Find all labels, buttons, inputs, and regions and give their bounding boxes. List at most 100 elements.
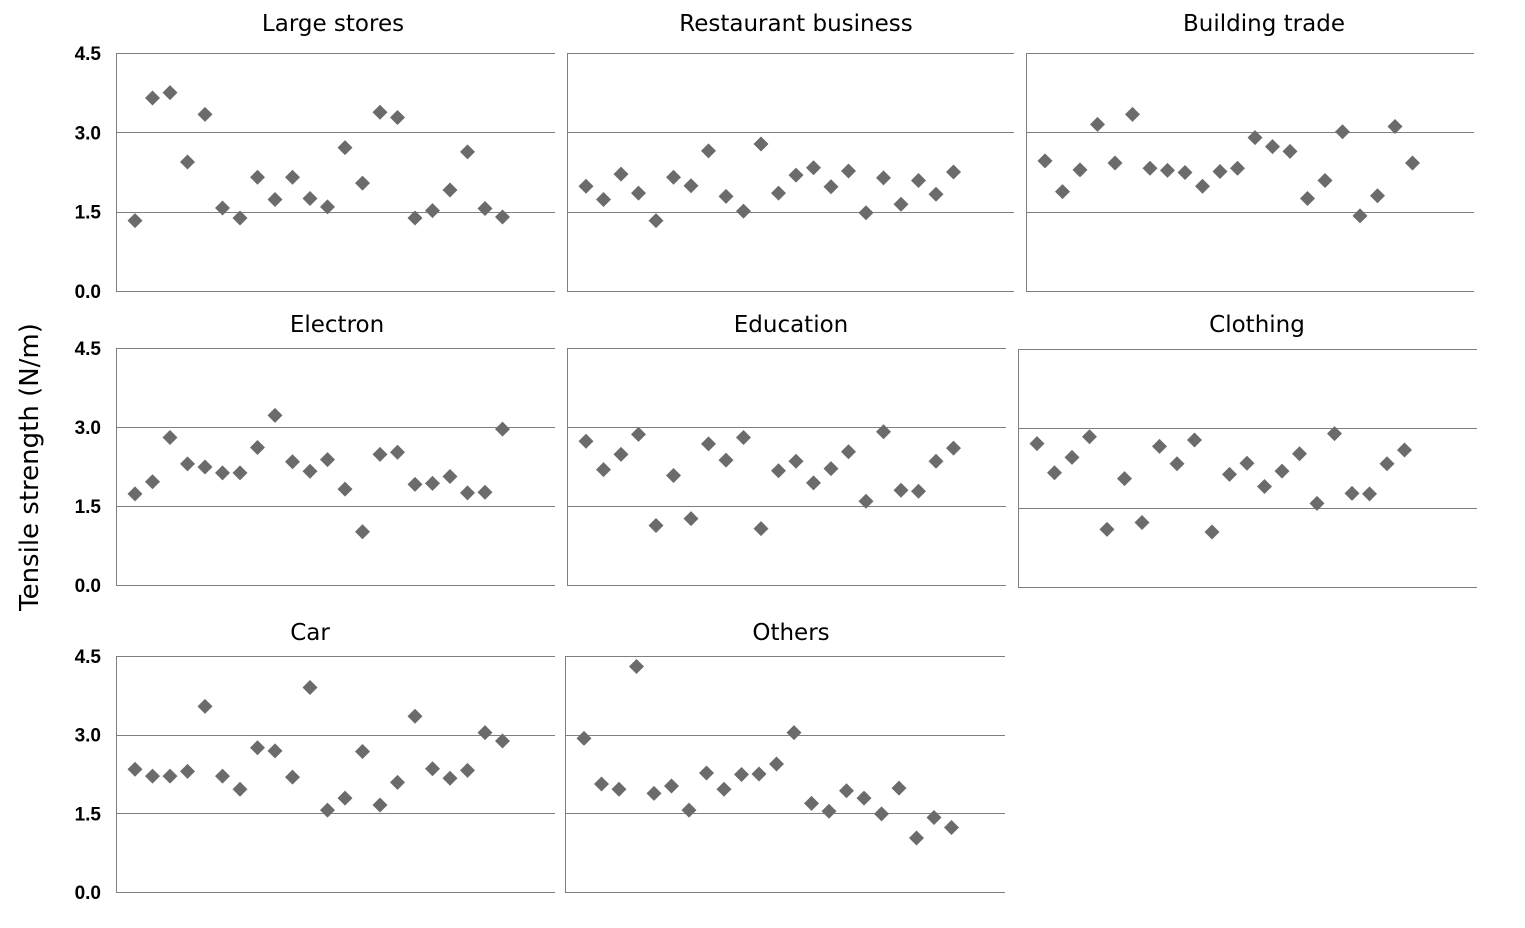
data-point <box>460 144 475 160</box>
data-point <box>1177 165 1193 181</box>
data-point <box>1090 116 1105 132</box>
data-point <box>683 511 699 527</box>
data-point <box>442 469 458 485</box>
data-point <box>578 433 594 449</box>
data-point <box>1379 456 1395 472</box>
data-point <box>1107 155 1123 171</box>
panel-restaurant-business: Restaurant business <box>567 11 1014 292</box>
data-point <box>390 774 405 790</box>
data-point <box>460 485 475 501</box>
data-point <box>197 106 213 122</box>
data-point <box>613 166 629 182</box>
data-point <box>355 175 370 191</box>
data-point <box>736 203 751 219</box>
data-point <box>1160 162 1175 178</box>
data-point <box>215 768 230 784</box>
panel-car: 4.5 3.0 1.5 0.0 Car <box>75 620 555 904</box>
data-point <box>911 483 926 499</box>
data-point <box>1309 495 1325 511</box>
data-point <box>1222 466 1237 482</box>
data-point <box>1352 208 1368 224</box>
data-point <box>232 465 248 481</box>
data-point <box>646 785 662 801</box>
data-point <box>734 767 749 783</box>
y-axis-label: Tensile strength (N/m) <box>15 323 45 612</box>
data-point <box>1405 155 1420 171</box>
data-point <box>1064 449 1080 465</box>
data-point <box>1274 463 1290 479</box>
data-point <box>302 463 318 479</box>
data-point <box>841 444 856 460</box>
data-point <box>1169 456 1185 472</box>
data-point <box>1099 521 1115 537</box>
data-point <box>788 453 804 469</box>
data-point <box>285 169 300 185</box>
data-point <box>372 797 388 813</box>
data-point <box>162 768 178 784</box>
data-point <box>250 740 265 756</box>
data-point <box>460 762 475 778</box>
data-point <box>1082 429 1097 445</box>
data-point <box>337 481 353 497</box>
panel-title: Clothing <box>1209 312 1305 338</box>
y-tick-label: 0.0 <box>75 883 101 904</box>
data-point <box>839 783 854 799</box>
data-point <box>701 436 716 452</box>
data-point <box>232 210 248 226</box>
data-point <box>425 761 440 777</box>
data-point <box>823 179 839 195</box>
data-point <box>1335 124 1350 140</box>
data-point <box>891 780 907 796</box>
data-point <box>162 85 178 101</box>
data-point <box>751 766 767 782</box>
panel-building-trade: Building trade <box>1026 11 1474 292</box>
data-point <box>1037 153 1053 169</box>
data-point <box>1055 184 1070 200</box>
data-point <box>1247 130 1263 146</box>
y-tick-label: 3.0 <box>75 123 101 144</box>
data-point <box>197 698 213 714</box>
data-point <box>145 768 160 784</box>
data-point <box>911 172 926 188</box>
data-point <box>858 493 874 509</box>
data-point <box>267 743 283 759</box>
y-tick-label: 0.0 <box>75 576 101 597</box>
data-point <box>250 440 265 456</box>
data-point <box>267 407 283 423</box>
data-point <box>390 444 405 460</box>
data-point <box>1152 438 1167 454</box>
panel-title: Electron <box>290 312 384 338</box>
data-point <box>477 484 493 500</box>
data-point <box>215 200 230 216</box>
data-point <box>648 213 664 229</box>
data-point <box>613 446 629 462</box>
data-point <box>1362 486 1377 502</box>
data-point <box>1292 446 1307 462</box>
data-point <box>946 440 961 456</box>
data-point <box>1317 172 1333 188</box>
data-point <box>804 795 819 811</box>
data-point <box>631 426 646 442</box>
data-point <box>1212 163 1228 179</box>
data-point <box>1117 471 1132 487</box>
data-point <box>821 803 837 819</box>
data-point <box>1327 426 1342 442</box>
data-point <box>320 199 335 215</box>
data-point <box>215 465 230 481</box>
data-point <box>320 802 335 818</box>
data-point <box>442 182 458 198</box>
data-point <box>302 679 318 695</box>
data-point <box>162 430 178 446</box>
data-point <box>477 200 493 216</box>
data-point <box>197 459 213 475</box>
data-point <box>716 781 732 797</box>
panel-education: Education <box>567 312 1006 586</box>
data-point <box>355 524 370 540</box>
data-point <box>320 452 335 468</box>
data-point <box>699 765 714 781</box>
data-point <box>786 725 802 741</box>
panel-title: Building trade <box>1183 11 1345 37</box>
data-point <box>806 160 821 176</box>
data-point <box>1072 162 1088 178</box>
data-point <box>495 209 510 225</box>
